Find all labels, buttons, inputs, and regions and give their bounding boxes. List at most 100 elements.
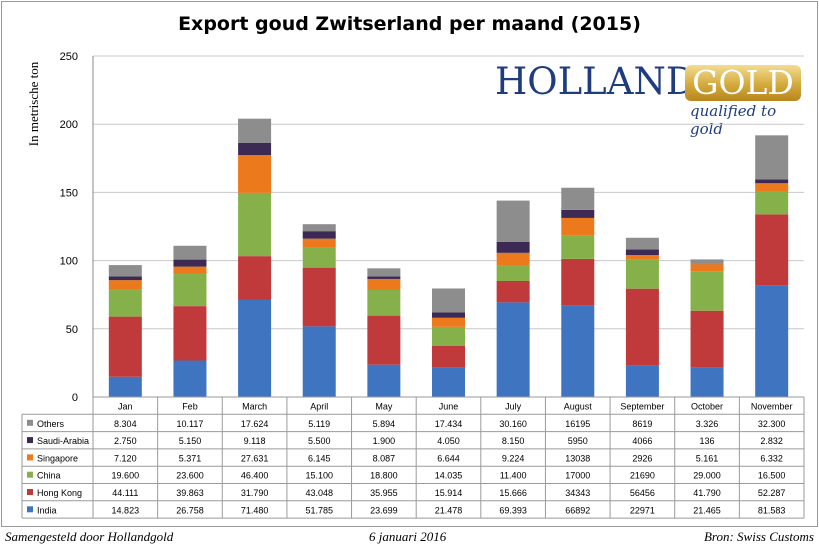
data-label: 15.666 xyxy=(499,488,527,498)
bar-segment-others xyxy=(432,288,465,313)
bar-segment-saudi-arabia xyxy=(173,259,207,267)
footer-date: 6 januari 2016 xyxy=(369,529,447,544)
data-label: 4.050 xyxy=(437,436,460,446)
gridlines xyxy=(92,55,804,398)
bar-segment-others xyxy=(173,245,207,260)
bar-segment-saudi-arabia xyxy=(625,249,659,256)
data-label: 29.000 xyxy=(693,471,721,481)
legend-swatch xyxy=(27,419,33,426)
x-tick-label: June xyxy=(439,402,459,412)
y-tick-label: 150 xyxy=(60,187,78,199)
data-label: 17000 xyxy=(565,471,590,481)
bar-segment-saudi-arabia xyxy=(755,179,789,184)
bar-segment-saudi-arabia xyxy=(367,276,401,279)
bar-segment-hong-kong xyxy=(173,306,207,361)
y-tick-label: 250 xyxy=(60,51,78,63)
x-tick-label: July xyxy=(505,402,522,412)
y-tick-label: 200 xyxy=(60,119,78,131)
bar-segment-others xyxy=(238,118,272,143)
chart-frame xyxy=(1,1,818,527)
legend-swatch xyxy=(27,489,33,495)
footer-compiled-by: Samengesteld door Hollandgold xyxy=(5,529,174,544)
bar-segment-saudi-arabia xyxy=(561,209,595,218)
x-tick-label: May xyxy=(375,402,393,412)
x-tick-label: April xyxy=(310,402,328,412)
data-label: 5950 xyxy=(568,436,588,446)
data-label: 81.583 xyxy=(758,505,786,515)
bar-segment-india xyxy=(108,376,142,397)
bar-segment-china xyxy=(625,259,659,289)
data-label: 69.393 xyxy=(499,505,527,515)
bar-segment-india xyxy=(755,285,789,397)
data-label: 8.304 xyxy=(114,419,137,429)
data-label: 3.326 xyxy=(696,419,719,429)
bar-segment-india xyxy=(302,326,336,397)
data-label: 11.400 xyxy=(500,471,527,481)
y-ticks: 0 50 100 150 200 250 xyxy=(60,51,78,404)
bar-segment-india xyxy=(625,365,659,397)
y-tick-label: 0 xyxy=(72,392,78,404)
bar-segment-china xyxy=(367,289,401,316)
legend-entry: Singapore xyxy=(37,453,78,463)
x-tick-label: August xyxy=(564,402,593,412)
bar-segment-china xyxy=(690,271,724,311)
data-label: 6.644 xyxy=(437,453,460,463)
bar-segment-india xyxy=(690,367,724,397)
legend-entry: India xyxy=(37,505,57,515)
bar-segment-india xyxy=(238,299,272,397)
bar-segment-saudi-arabia xyxy=(302,231,336,239)
data-label: 71.480 xyxy=(241,505,269,515)
data-label: 4066 xyxy=(632,436,652,446)
data-label: 34343 xyxy=(565,488,590,498)
bar-segment-others xyxy=(755,135,789,180)
bar-segment-saudi-arabia xyxy=(496,241,530,253)
data-label: 41.790 xyxy=(693,488,721,498)
bar-segment-singapore xyxy=(432,317,465,327)
chart-title: Export goud Zwitserland per maand (2015) xyxy=(178,13,641,35)
data-label: 8619 xyxy=(632,419,652,429)
bar-segment-china xyxy=(302,247,336,268)
bar-segment-hong-kong xyxy=(496,280,530,303)
data-label: 16195 xyxy=(565,419,590,429)
data-label: 136 xyxy=(700,436,715,446)
bar-segment-india xyxy=(173,360,207,397)
bar-segment-singapore xyxy=(108,280,142,290)
data-label: 14.823 xyxy=(112,505,140,515)
data-label: 2.750 xyxy=(114,436,137,446)
data-label: 5.119 xyxy=(308,419,330,429)
x-tick-label: September xyxy=(620,402,664,412)
data-label: 5.150 xyxy=(179,436,202,446)
bar-segment-hong-kong xyxy=(108,316,142,377)
bar-segment-singapore xyxy=(496,252,530,266)
data-label: 21690 xyxy=(630,471,655,481)
bar-segment-saudi-arabia xyxy=(108,276,142,281)
data-label: 2926 xyxy=(632,453,652,463)
logo-word-gold: GOLD xyxy=(685,65,801,101)
data-label: 9.118 xyxy=(244,436,266,446)
data-label: 8.087 xyxy=(373,453,396,463)
bar-segment-hong-kong xyxy=(302,267,336,327)
bar-segment-singapore xyxy=(367,278,401,290)
data-label: 15.914 xyxy=(435,488,463,498)
data-label: 32.300 xyxy=(758,419,786,429)
bar-segment-others xyxy=(496,200,530,242)
y-tick-label: 100 xyxy=(60,256,78,268)
data-label: 23.600 xyxy=(176,471,204,481)
data-label: 2.832 xyxy=(760,436,783,446)
bar-segment-others xyxy=(561,187,595,210)
data-label: 66892 xyxy=(565,505,590,515)
bar-segment-india xyxy=(432,367,465,397)
bar-segment-saudi-arabia xyxy=(432,312,465,318)
footer-source: Bron: Swiss Customs xyxy=(703,529,814,544)
data-label: 21.465 xyxy=(693,505,721,515)
x-tick-label: Feb xyxy=(182,402,198,412)
data-label: 1.900 xyxy=(373,436,396,446)
x-tick-label: Jan xyxy=(118,402,133,412)
bar-segment-others xyxy=(625,237,659,250)
bar-segment-singapore xyxy=(173,266,207,274)
data-label: 23.699 xyxy=(370,505,398,515)
data-label: 31.790 xyxy=(241,488,269,498)
bar-segment-others xyxy=(367,268,401,277)
bar-segment-hong-kong xyxy=(690,310,724,368)
data-label: 6.145 xyxy=(308,453,331,463)
